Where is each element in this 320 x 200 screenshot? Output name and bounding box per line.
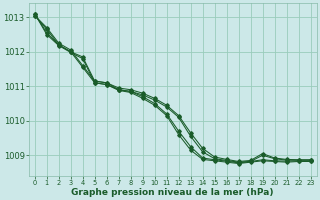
X-axis label: Graphe pression niveau de la mer (hPa): Graphe pression niveau de la mer (hPa) xyxy=(71,188,274,197)
